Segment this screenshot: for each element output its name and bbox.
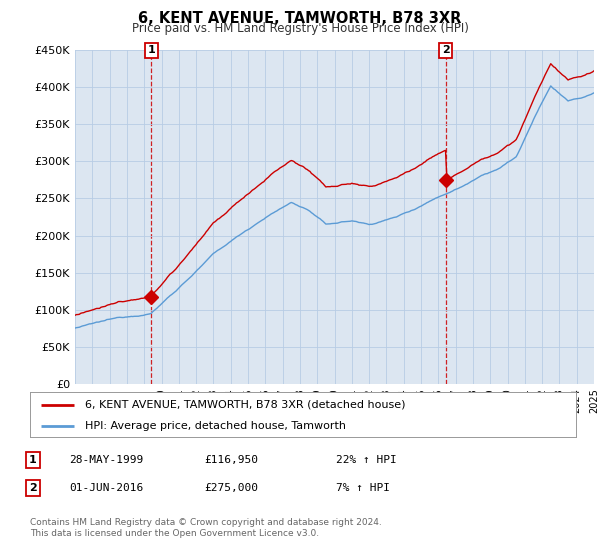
Text: 2: 2 xyxy=(29,483,37,493)
Text: 22% ↑ HPI: 22% ↑ HPI xyxy=(336,455,397,465)
Text: 1: 1 xyxy=(148,45,155,55)
Text: 6, KENT AVENUE, TAMWORTH, B78 3XR: 6, KENT AVENUE, TAMWORTH, B78 3XR xyxy=(139,11,461,26)
Text: £275,000: £275,000 xyxy=(204,483,258,493)
Text: 01-JUN-2016: 01-JUN-2016 xyxy=(69,483,143,493)
Text: Price paid vs. HM Land Registry's House Price Index (HPI): Price paid vs. HM Land Registry's House … xyxy=(131,22,469,35)
Text: 6, KENT AVENUE, TAMWORTH, B78 3XR (detached house): 6, KENT AVENUE, TAMWORTH, B78 3XR (detac… xyxy=(85,399,405,409)
Text: 28-MAY-1999: 28-MAY-1999 xyxy=(69,455,143,465)
Text: Contains HM Land Registry data © Crown copyright and database right 2024.: Contains HM Land Registry data © Crown c… xyxy=(30,518,382,527)
Text: £116,950: £116,950 xyxy=(204,455,258,465)
Text: 7% ↑ HPI: 7% ↑ HPI xyxy=(336,483,390,493)
Text: This data is licensed under the Open Government Licence v3.0.: This data is licensed under the Open Gov… xyxy=(30,529,319,538)
Text: 1: 1 xyxy=(29,455,37,465)
Text: HPI: Average price, detached house, Tamworth: HPI: Average price, detached house, Tamw… xyxy=(85,421,346,431)
Text: 2: 2 xyxy=(442,45,449,55)
